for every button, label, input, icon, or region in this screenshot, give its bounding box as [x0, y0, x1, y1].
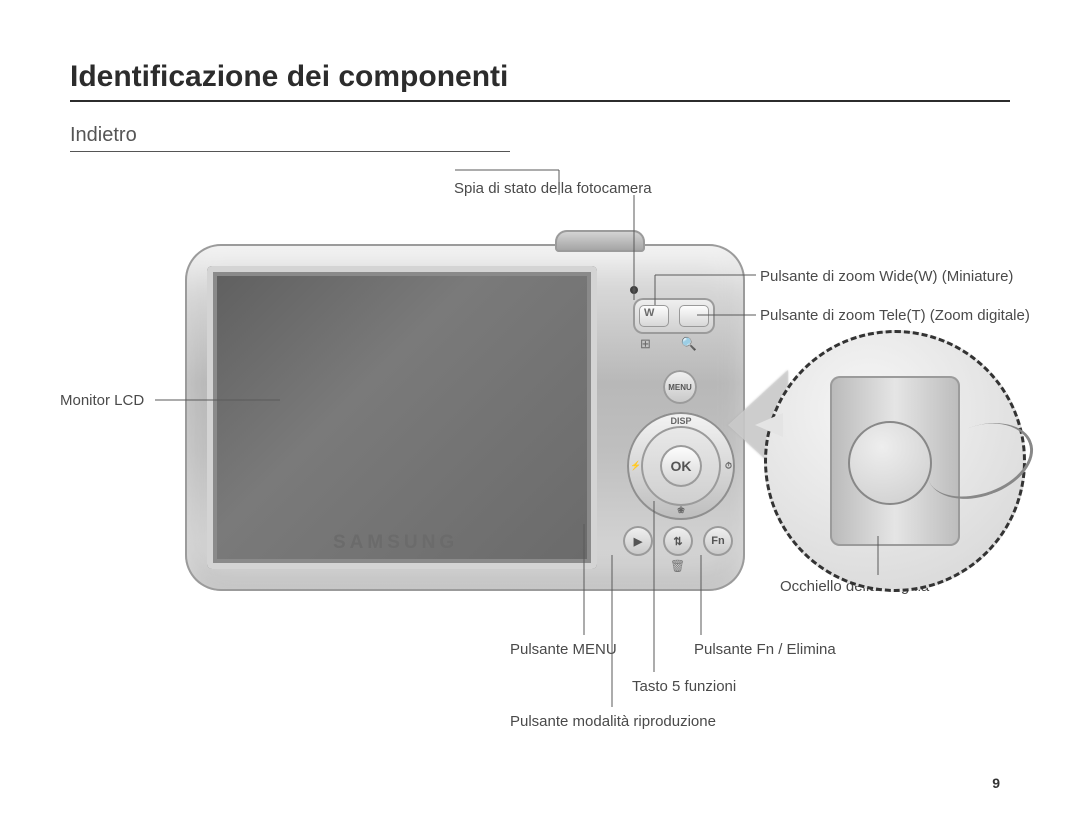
- ok-button[interactable]: OK: [660, 445, 702, 487]
- flash-icon: ⚡: [630, 461, 641, 472]
- macro-icon: ❀: [677, 505, 685, 516]
- five-way-pad[interactable]: OK DISP ❀ ⚡ ⏱: [627, 412, 735, 520]
- label-zoom-wide: Pulsante di zoom Wide(W) (Miniature): [760, 268, 1013, 285]
- playback-button[interactable]: ▶: [623, 526, 653, 556]
- label-five-way: Tasto 5 funzioni: [632, 678, 736, 695]
- strap-cord-icon: [916, 409, 1043, 512]
- strap-loop-callout: [764, 330, 1026, 592]
- label-status-led: Spia di stato della fotocamera: [454, 180, 652, 197]
- status-led-icon: [630, 286, 638, 294]
- camera-body: SAMSUNG W T ⊞ 🔍 MENU OK DISP ❀ ⚡ ⏱ ▶ ⇅ F…: [185, 244, 745, 591]
- fn-button[interactable]: Fn: [703, 526, 733, 556]
- page-subtitle: Indietro: [70, 124, 510, 152]
- usb-button[interactable]: ⇅: [663, 526, 693, 556]
- thumbnail-icon: ⊞: [640, 336, 651, 352]
- zoom-rocker[interactable]: W T: [633, 298, 715, 334]
- strap-eyelet-icon: [830, 376, 960, 546]
- disp-label: DISP: [670, 416, 691, 426]
- zoom-t-label: T: [694, 307, 701, 319]
- label-menu: Pulsante MENU: [510, 641, 617, 658]
- page-number: 9: [992, 775, 1000, 791]
- callout-wedge-icon: [755, 413, 783, 437]
- magnify-icon: 🔍: [681, 336, 697, 352]
- trash-icon: 🗑: [670, 559, 685, 573]
- lcd-screen: [207, 266, 597, 569]
- brand-logo: SAMSUNG: [333, 532, 458, 554]
- zoom-icons: ⊞ 🔍: [640, 336, 697, 352]
- label-lcd: Monitor LCD: [60, 392, 144, 409]
- page-title: Identificazione dei componenti: [70, 60, 1010, 102]
- label-fn: Pulsante Fn / Elimina: [694, 641, 836, 658]
- label-playback: Pulsante modalità riproduzione: [510, 713, 716, 730]
- menu-button[interactable]: MENU: [663, 370, 697, 404]
- label-zoom-tele: Pulsante di zoom Tele(T) (Zoom digitale): [760, 307, 1030, 324]
- zoom-w-label: W: [644, 307, 654, 319]
